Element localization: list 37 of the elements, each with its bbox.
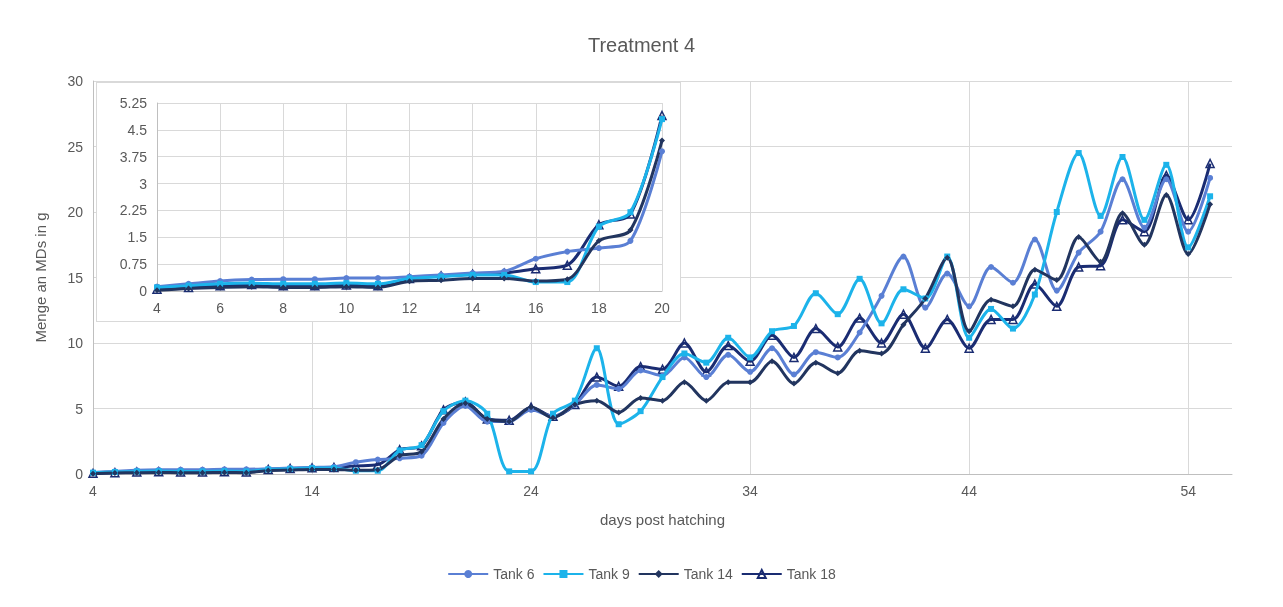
y-tick-label: 5.25	[119, 95, 148, 111]
y-tick-label: 25	[67, 138, 84, 155]
y-tick-label: 3.75	[119, 148, 148, 165]
y-tick-label: 30	[67, 73, 84, 89]
y-axis-title: Menge an MDs in g	[32, 212, 49, 343]
x-tick-label: 34	[742, 483, 759, 499]
x-tick-label: 20	[654, 300, 670, 316]
x-tick-label: 8	[279, 300, 288, 316]
y-tick-label: 10	[67, 335, 84, 351]
legend-label: Tank 14	[683, 566, 733, 582]
y-tick-label: 1.5	[127, 229, 148, 246]
y-tick-label: 0.75	[119, 256, 148, 273]
x-tick-label: 54	[1180, 483, 1197, 499]
x-tick-label: 44	[961, 483, 978, 499]
x-tick-label: 18	[591, 300, 607, 316]
legend-label: Tank 18	[786, 566, 836, 582]
x-tick-label: 24	[523, 483, 540, 499]
chart-title: Treatment 4	[587, 34, 696, 56]
legend-label: Tank 9	[588, 566, 630, 582]
y-tick-label: 5	[75, 400, 84, 417]
y-tick-label: 3	[139, 175, 148, 192]
x-tick-label: 16	[527, 300, 544, 316]
x-tick-label: 10	[338, 300, 355, 316]
y-tick-label: 4.5	[127, 121, 148, 138]
y-tick-label: 0	[75, 466, 84, 482]
x-tick-label: 14	[464, 300, 481, 316]
x-tick-label: 12	[401, 300, 418, 316]
legend-label: Tank 6	[493, 566, 535, 582]
y-tick-label: 2.25	[119, 202, 148, 219]
x-tick-label: 4	[89, 483, 98, 499]
x-tick-label: 6	[216, 300, 225, 316]
y-tick-label: 0	[139, 283, 148, 299]
x-tick-label: 14	[304, 483, 321, 499]
y-tick-label: 15	[67, 269, 84, 286]
x-tick-label: 4	[153, 300, 162, 316]
y-tick-label: 20	[67, 204, 84, 220]
x-axis-title: days post hatching	[599, 511, 726, 528]
